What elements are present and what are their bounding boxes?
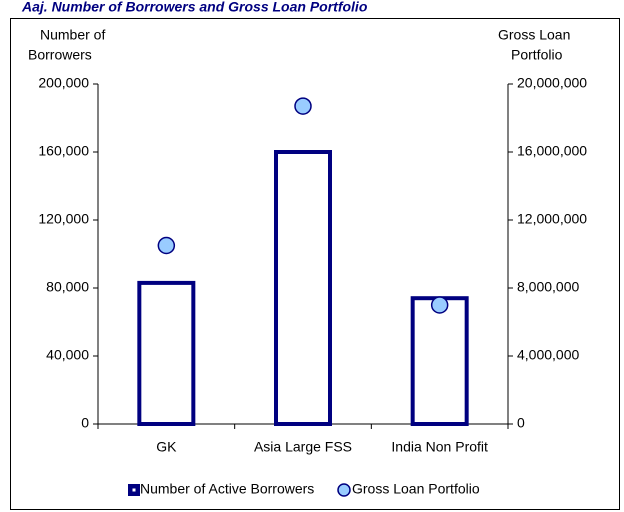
- y-tick-label: 160,000: [38, 143, 89, 159]
- legend-swatch-inner: [132, 488, 136, 492]
- point: [157, 236, 176, 255]
- point: [294, 97, 312, 115]
- y2-tick-label: 8,000,000: [517, 279, 579, 295]
- y2-tick-label: 0: [517, 415, 525, 431]
- y-axis-label: Number of: [40, 27, 105, 43]
- y2-tick-label: 12,000,000: [517, 211, 587, 227]
- legend-swatch: [337, 483, 351, 497]
- bar: [274, 150, 332, 426]
- legend-label: Number of Active Borrowers: [140, 481, 314, 497]
- y2-tick-label: 4,000,000: [517, 347, 579, 363]
- legend-label: Gross Loan Portfolio: [352, 481, 480, 497]
- x-tick-label: India Non Profit: [391, 439, 488, 455]
- y2-axis-label: Portfolio: [511, 47, 563, 63]
- y-axis-label: Borrowers: [28, 47, 92, 63]
- bar: [137, 280, 196, 426]
- y-tick-label: 40,000: [46, 347, 89, 363]
- x-tick-label: Asia Large FSS: [254, 439, 352, 455]
- y2-axis-label: Gross Loan: [498, 27, 570, 43]
- y2-tick-label: 16,000,000: [517, 143, 587, 159]
- y2-tick-label: 20,000,000: [517, 75, 587, 91]
- y-tick-label: 80,000: [46, 279, 89, 295]
- y-tick-label: 0: [81, 415, 89, 431]
- bar: [410, 296, 469, 427]
- point: [430, 296, 449, 314]
- y-tick-label: 120,000: [38, 211, 89, 227]
- y-tick-label: 200,000: [38, 75, 89, 91]
- chart-title: Aaj. Number of Borrowers and Gross Loan …: [21, 0, 368, 15]
- x-tick-label: GK: [156, 439, 177, 455]
